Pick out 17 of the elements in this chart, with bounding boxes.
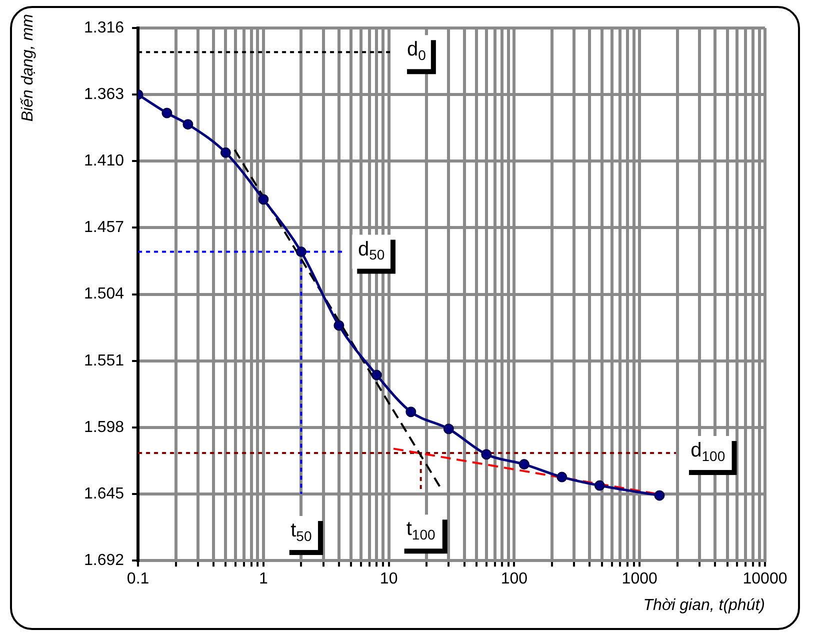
x-axis-title: Thời gian, t(phút) xyxy=(643,596,765,614)
y-axis-title: Biến dạng, mm xyxy=(19,14,36,122)
x-tick-label: 10 xyxy=(380,570,398,588)
y-tick-label: 1.504 xyxy=(84,286,124,303)
x-tick-label: 100 xyxy=(500,570,528,588)
y-tick-label: 1.598 xyxy=(84,418,124,436)
y-tick-label: 1.457 xyxy=(84,219,124,236)
y-tick-label: 1.410 xyxy=(84,152,124,170)
y-tick-label: 1.692 xyxy=(84,552,124,570)
x-tick-label: 0.1 xyxy=(126,570,150,588)
y-tick-label: 1.645 xyxy=(84,485,124,502)
x-tick-label: 1 xyxy=(258,570,268,588)
x-tick-label: 1000 xyxy=(622,570,658,588)
x-tick-label: 10000 xyxy=(742,570,788,588)
y-tick-label: 1.363 xyxy=(84,86,124,103)
y-tick-label: 1.316 xyxy=(84,19,124,36)
y-tick-label: 1.551 xyxy=(84,352,124,370)
